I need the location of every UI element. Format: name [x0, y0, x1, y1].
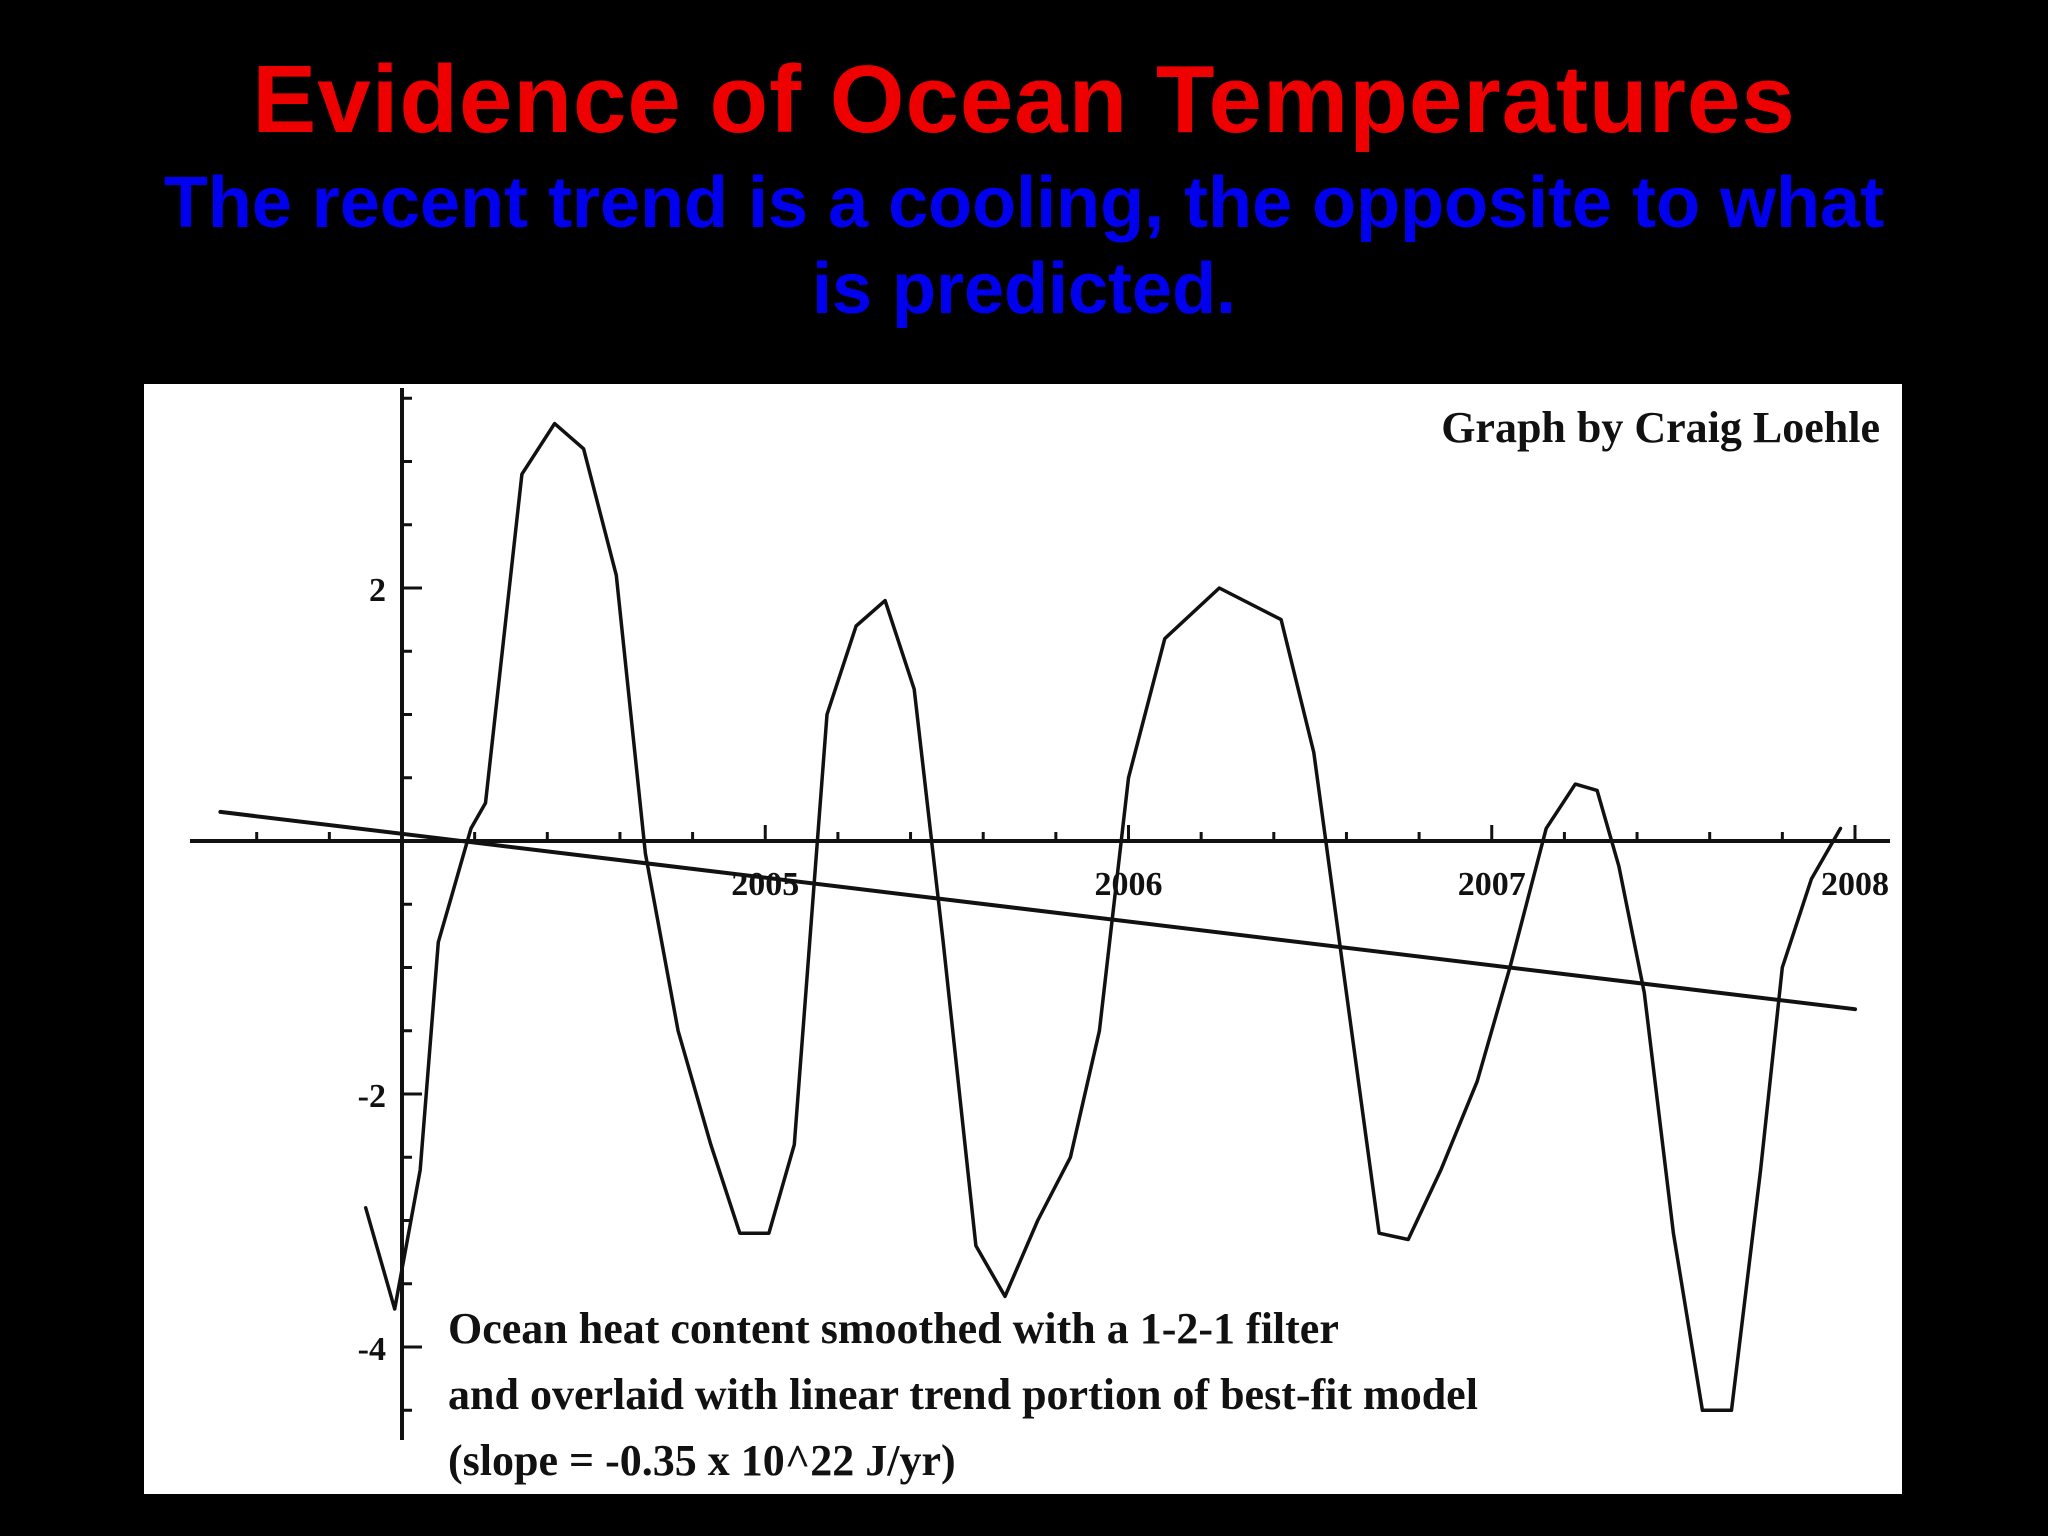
- note-annotation-line: (slope = -0.35 x 10^22 J/yr): [448, 1436, 956, 1485]
- x-tick-label: 2008: [1821, 866, 1889, 903]
- plot-panel: [144, 384, 1902, 1494]
- y-tick-label: -4: [358, 1331, 386, 1368]
- note-annotation-line: Ocean heat content smoothed with a 1-2-1…: [448, 1304, 1339, 1353]
- x-tick-label: 2005: [731, 866, 799, 903]
- credit-annotation: Graph by Craig Loehle: [1441, 403, 1880, 452]
- x-tick-label: 2006: [1095, 866, 1163, 903]
- heat-content-line: [363, 421, 1843, 1413]
- note-annotation-line: and overlaid with linear trend portion o…: [448, 1370, 1478, 1419]
- y-tick-label: -2: [358, 1078, 386, 1115]
- x-tick-label: 2007: [1458, 866, 1526, 903]
- slide-subtitle: The recent trend is a cooling, the oppos…: [163, 163, 1885, 329]
- trend-line: [218, 809, 1857, 1012]
- y-tick-label: 2: [369, 572, 386, 609]
- slide-title: Evidence of Ocean Temperatures: [252, 46, 1796, 153]
